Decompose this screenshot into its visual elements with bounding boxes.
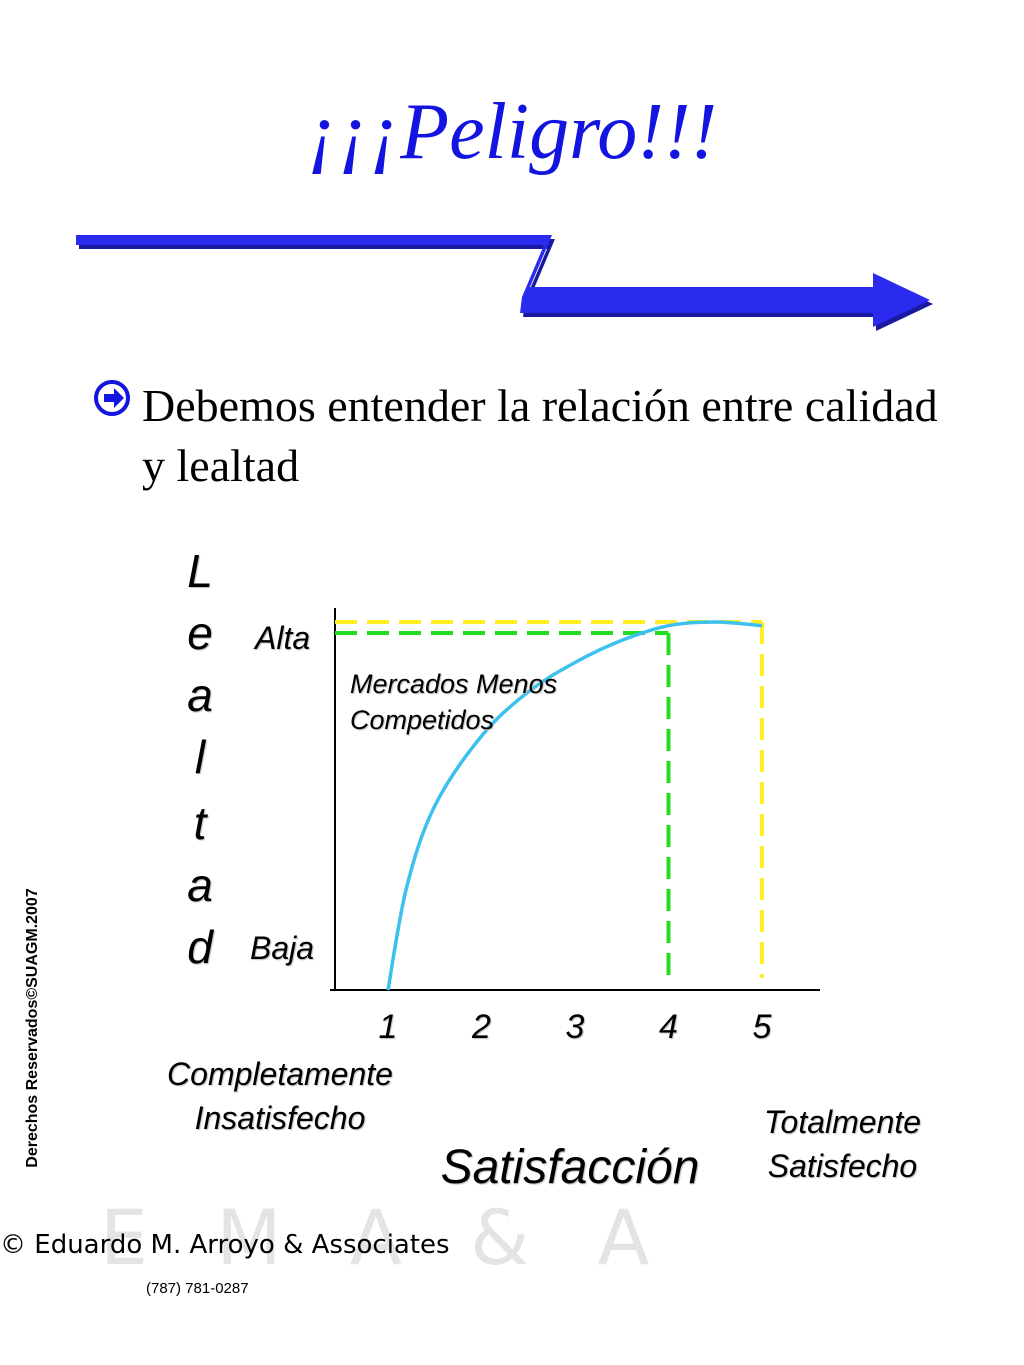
x-tick-label: 5 — [752, 1008, 772, 1046]
y-axis-letter: l — [194, 731, 206, 783]
x-tick-label: 3 — [565, 1008, 585, 1046]
page-title: ¡¡¡Peligro!!! — [306, 88, 718, 176]
y-axis-letter: t — [193, 797, 207, 849]
x-note-left: Completamente Insatisfecho — [167, 1056, 393, 1136]
y-axis-letter: e — [187, 607, 213, 659]
step-arrow-decoration — [76, 235, 933, 331]
x-tick-label: 1 — [378, 1008, 398, 1046]
chart-annotation: Mercados Menos Competidos — [350, 669, 558, 735]
y-level-high: Alta — [255, 620, 311, 656]
arrow-circle-icon — [94, 380, 130, 416]
company-name: © Eduardo M. Arroyo & Associates — [0, 1230, 450, 1260]
x-tick-label: 4 — [659, 1008, 678, 1046]
x-axis-title: Satisfacción — [440, 1141, 700, 1194]
y-axis-letter: a — [187, 669, 213, 721]
x-tick-label: 2 — [472, 1008, 491, 1046]
copyright-vertical: Derechos Reservados©SUAGM.2007 — [24, 888, 41, 1168]
x-note-right: Totalmente Satisfecho — [763, 1104, 922, 1184]
series-line — [386, 620, 763, 991]
y-axis-letter: L — [187, 545, 213, 597]
bullet-text: Debemos entender la relación entre calid… — [142, 380, 938, 491]
watermark-logo: E M A & A — [100, 1193, 672, 1282]
y-axis-letter: d — [187, 921, 213, 973]
y-axis-letter: a — [187, 859, 213, 911]
phone-number: (787) 781-0287 — [146, 1280, 249, 1297]
y-level-low: Baja — [250, 930, 315, 966]
